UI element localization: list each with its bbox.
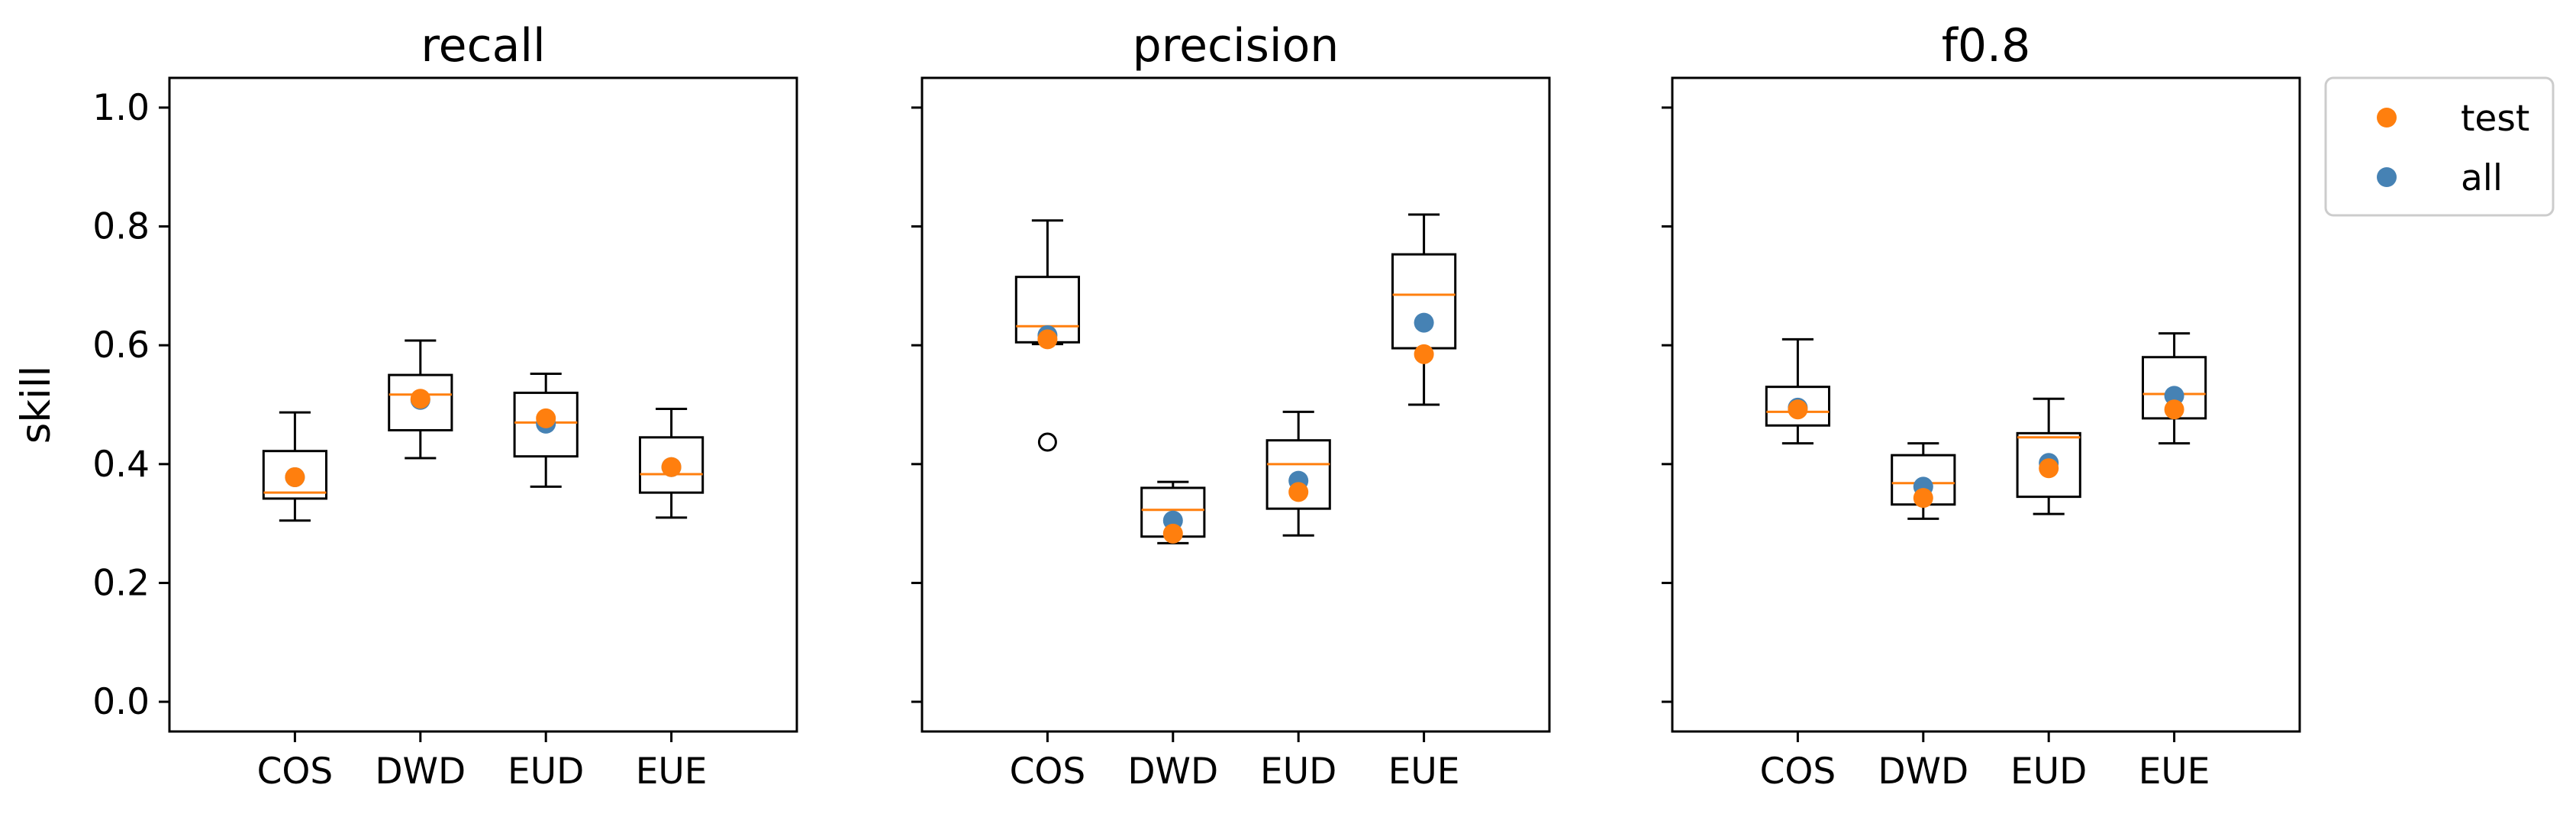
plot-frame [168, 76, 798, 733]
box-cos [262, 411, 327, 522]
point-test [1288, 482, 1309, 502]
point-test [536, 408, 556, 428]
y-tick-label: 0.0 [92, 681, 150, 723]
legend-marker-test [2377, 108, 2397, 128]
point-test [1037, 329, 1058, 350]
box-eue [1391, 213, 1457, 406]
panel-title: precision [1133, 19, 1340, 73]
y-tick-label: 0.8 [92, 206, 150, 248]
x-tick-label: COS [1010, 751, 1086, 793]
point-all [1414, 312, 1434, 333]
x-tick-label: COS [257, 751, 334, 793]
box-cos [1765, 337, 1831, 445]
x-tick-label: EUD [1260, 751, 1336, 793]
point-test [661, 457, 682, 477]
point-test [2039, 458, 2059, 479]
panel-title: recall [421, 19, 545, 73]
box-iqr [388, 373, 453, 431]
box-eud [2016, 397, 2081, 515]
point-all [2164, 386, 2184, 406]
point-test [2164, 399, 2184, 420]
x-tick-label: EUE [1388, 751, 1460, 793]
box-eud [1265, 410, 1331, 537]
box-iqr [639, 436, 704, 494]
box-iqr [262, 450, 327, 500]
legend-label-all: all [2461, 157, 2503, 199]
panel-title: f0.8 [1942, 19, 2031, 73]
panel-recall: recall 0.0 0.2 0.4 0.6 0.8 1.0 skill COS DWD EUD EU… [13, 19, 798, 793]
x-tick-label: EUE [636, 751, 708, 793]
outlier-point [1037, 432, 1057, 452]
panel-f0-8: f0.8 COS DWD EUD EUE [1662, 19, 2301, 793]
x-tick-label: DWD [1878, 751, 1968, 793]
point-test [410, 389, 430, 409]
x-tick-label: EUD [2010, 751, 2087, 793]
y-tick-label: 0.2 [92, 562, 150, 604]
x-tick-label: EUE [2139, 751, 2210, 793]
x-tick-label: COS [1760, 751, 1836, 793]
plot-frame [920, 76, 1551, 733]
x-tick-label: EUD [508, 751, 584, 793]
box-eud [513, 373, 579, 488]
point-test [1913, 488, 1933, 509]
y-tick-label: 1.0 [92, 87, 150, 129]
point-test [1414, 344, 1434, 364]
plot-frame [1671, 76, 2301, 733]
panels: recall 0.0 0.2 0.4 0.6 0.8 1.0 skill COS DWD EUD EU… [13, 19, 2301, 793]
box-iqr [1765, 386, 1831, 427]
point-test [285, 467, 305, 487]
y-tick-label: 0.6 [92, 325, 150, 367]
y-tick-label: 0.4 [92, 444, 150, 486]
box-iqr [2016, 431, 2081, 499]
panel-precision: precision COS DWD EUD EUE [911, 19, 1551, 793]
point-test [1162, 523, 1183, 544]
legend: test all [2324, 76, 2555, 217]
box-iqr [1265, 439, 1331, 510]
x-tick-label: DWD [375, 751, 466, 793]
legend-marker-all [2377, 167, 2397, 187]
point-test [1788, 399, 1808, 420]
y-axis-label: skill [13, 366, 60, 444]
x-tick-label: DWD [1127, 751, 1218, 793]
legend-label-test: test [2461, 98, 2529, 140]
box-iqr [513, 391, 579, 458]
